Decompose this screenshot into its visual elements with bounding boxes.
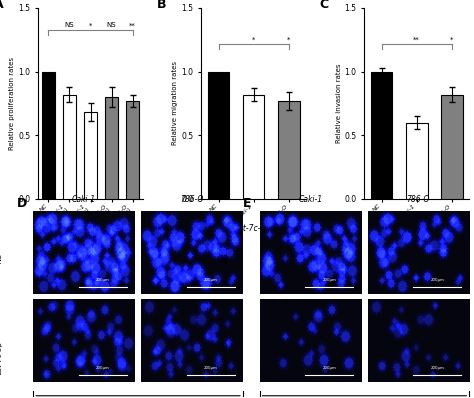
Bar xyxy=(406,123,428,199)
Text: C: C xyxy=(320,0,329,12)
Text: Caki-1: Caki-1 xyxy=(299,195,322,204)
Text: *: * xyxy=(287,36,291,42)
Bar xyxy=(126,101,139,199)
Text: 786-O: 786-O xyxy=(180,195,204,204)
Text: NS: NS xyxy=(64,22,74,28)
Bar xyxy=(105,97,118,199)
Bar xyxy=(84,112,97,199)
Bar xyxy=(63,95,76,199)
Text: NC: NC xyxy=(0,252,3,263)
Text: *: * xyxy=(89,22,92,28)
Y-axis label: Relative proliferation rates: Relative proliferation rates xyxy=(9,57,15,150)
Bar xyxy=(243,95,264,199)
X-axis label: let-7c-5p: let-7c-5p xyxy=(73,231,108,240)
Text: E: E xyxy=(243,197,251,210)
X-axis label: let-7c-5p: let-7c-5p xyxy=(400,224,434,232)
Text: *: * xyxy=(450,36,454,42)
Y-axis label: Relative invasion rates: Relative invasion rates xyxy=(336,64,341,143)
Y-axis label: Relative migration rates: Relative migration rates xyxy=(173,61,178,146)
Text: A: A xyxy=(0,0,3,12)
Bar xyxy=(42,72,55,199)
Bar xyxy=(441,95,463,199)
Text: NS: NS xyxy=(107,22,117,28)
Text: NC: NC xyxy=(223,252,229,263)
Text: 786-O: 786-O xyxy=(407,195,430,204)
Text: D: D xyxy=(17,197,27,210)
Text: **: ** xyxy=(129,22,136,28)
Text: Let-7c-5p: Let-7c-5p xyxy=(0,341,3,374)
Text: **: ** xyxy=(413,36,420,42)
Bar xyxy=(278,101,300,199)
Text: Caki-1: Caki-1 xyxy=(72,195,96,204)
Text: B: B xyxy=(157,0,166,12)
Text: Let-7c-5p: Let-7c-5p xyxy=(223,341,229,374)
Bar xyxy=(208,72,229,199)
X-axis label: let-7c-5p: let-7c-5p xyxy=(237,224,271,232)
Bar xyxy=(371,72,392,199)
Text: *: * xyxy=(252,36,255,42)
